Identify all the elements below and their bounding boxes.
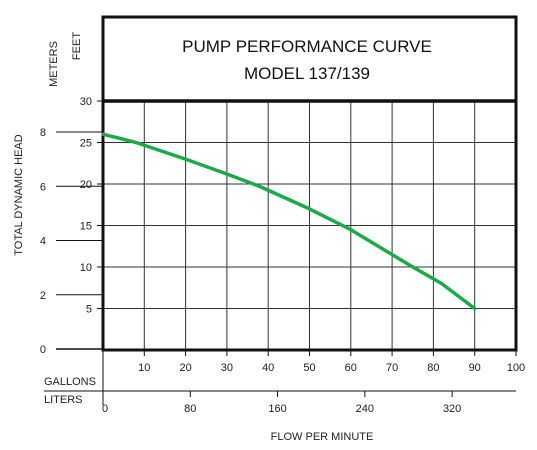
axis-labels: METERS FEET TOTAL DYNAMIC HEAD GALLONS L… <box>13 32 373 443</box>
axis-ticks: 5 10 15 20 25 30 0 2 4 6 8 10 20 30 40 50 60 70 80 90 100 0 80… <box>40 96 525 415</box>
pump-curve-line <box>101 132 477 311</box>
liters-tick-label: 240 <box>356 403 374 415</box>
gallons-tick-label: 80 <box>427 362 439 374</box>
feet-tick-label: 30 <box>80 96 92 108</box>
chart-title-line-1: PUMP PERFORMANCE CURVE <box>182 37 432 56</box>
y-axis-title: TOTAL DYNAMIC HEAD <box>13 134 25 255</box>
gallons-tick-label: 30 <box>221 362 233 374</box>
meters-tick-label: 2 <box>40 290 46 302</box>
grid-lines <box>103 101 516 350</box>
x-axis-title: FLOW PER MINUTE <box>271 431 374 443</box>
gallons-axis-label: GALLONS <box>44 376 96 388</box>
feet-tick-label: 15 <box>80 221 92 233</box>
gallons-tick-label: 40 <box>262 362 274 374</box>
liters-axis-label: LITERS <box>44 394 83 406</box>
gallons-tick-label: 20 <box>179 362 191 374</box>
gallons-tick-label: 10 <box>138 362 150 374</box>
gallons-tick-label: 60 <box>345 362 357 374</box>
series-layer <box>101 132 477 311</box>
meters-tick-label: 8 <box>40 127 46 139</box>
liters-tick-label: 320 <box>443 403 461 415</box>
meters-tick-label: 6 <box>40 181 46 193</box>
feet-tick-label: 5 <box>86 304 92 316</box>
gallons-tick-label: 50 <box>303 362 315 374</box>
feet-tick-label: 20 <box>80 179 92 191</box>
feet-tick-label: 10 <box>80 262 92 274</box>
gallons-tick-label: 100 <box>507 362 525 374</box>
gallons-tick-label: 90 <box>469 362 481 374</box>
chart-title-box: PUMP PERFORMANCE CURVE MODEL 137/139 <box>182 37 432 83</box>
feet-tick-label: 25 <box>80 138 92 150</box>
meters-tick-label: 0 <box>40 344 46 356</box>
meters-tick-label: 4 <box>40 236 46 248</box>
liters-tick-label: 0 <box>102 403 108 415</box>
gallons-tick-label: 70 <box>386 362 398 374</box>
liters-tick-label: 80 <box>184 403 196 415</box>
meters-axis-label: METERS <box>48 41 60 87</box>
feet-axis-label: FEET <box>71 32 83 60</box>
chart-title-line-2: MODEL 137/139 <box>244 64 370 83</box>
liters-tick-label: 160 <box>268 403 286 415</box>
